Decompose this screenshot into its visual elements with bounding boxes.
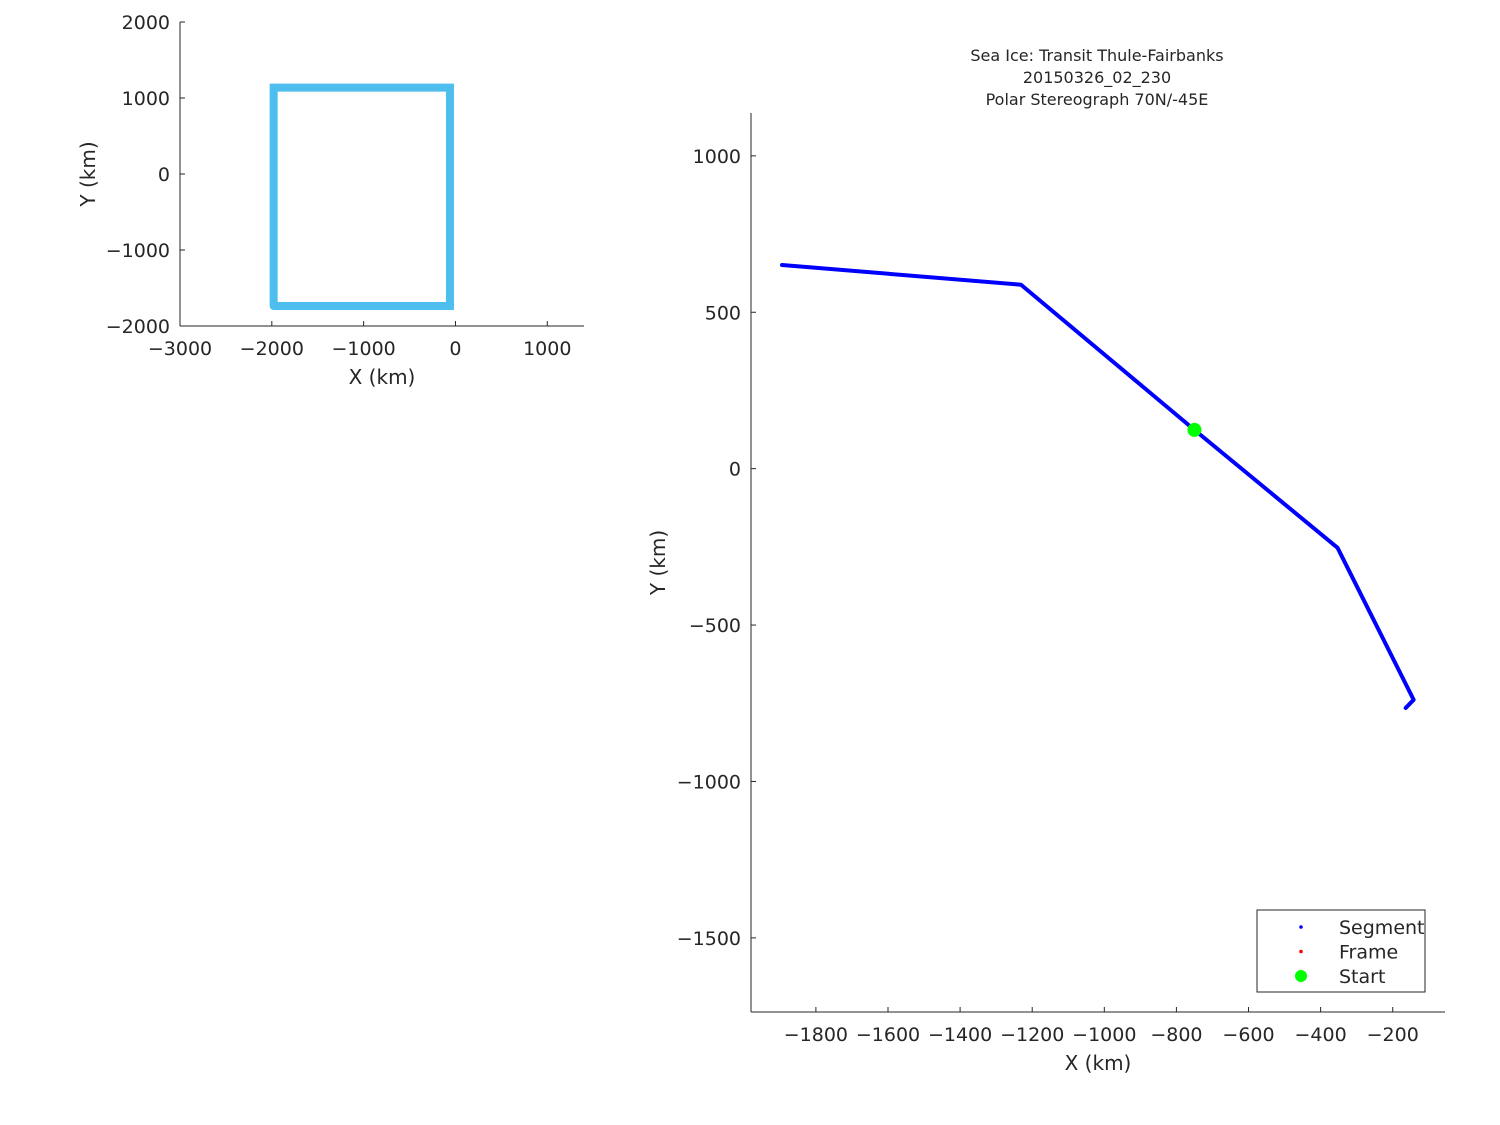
x-tick-label: −1800 [784, 1024, 848, 1046]
legend-marker-segment [1299, 925, 1303, 929]
legend-label-start: Start [1339, 966, 1385, 988]
y-tick-label: 0 [158, 164, 170, 186]
legend-label-frame: Frame [1339, 942, 1398, 964]
y-axis-label: Y (km) [76, 141, 100, 207]
x-tick-label: 1000 [523, 338, 571, 360]
x-tick-label: −1400 [928, 1024, 992, 1046]
x-tick-label: −800 [1150, 1024, 1202, 1046]
y-tick-label: 1000 [693, 146, 741, 168]
y-tick-label: −1000 [106, 240, 170, 262]
start-marker [1187, 422, 1202, 437]
legend-box [1256, 909, 1426, 993]
chart-2: −1800 −1600 −1400 −1200 −1000 −800 −600 −400 −20… [646, 46, 1445, 1075]
x-tick-label: −1000 [331, 338, 395, 360]
chart-title-line: Polar Stereograph 70N/-45E [986, 90, 1209, 109]
y-tick-label: −1500 [677, 928, 741, 950]
x-tick-label: −600 [1222, 1024, 1274, 1046]
y-tick-label: 1000 [122, 88, 170, 110]
y-tick-label: 500 [705, 302, 741, 324]
x-tick-label: −2000 [240, 338, 304, 360]
chart-title-line: 20150326_02_230 [1023, 68, 1171, 88]
segment-line [780, 263, 1416, 710]
x-axis-label: X (km) [1065, 1051, 1132, 1075]
x-axis-label: X (km) [349, 365, 416, 389]
x-tick-label: −200 [1367, 1024, 1419, 1046]
bounds-rectangle [269, 83, 454, 311]
chart-title-line: Sea Ice: Transit Thule-Fairbanks [970, 46, 1223, 65]
legend-marker-frame [1299, 949, 1303, 954]
x-tick-label: −1000 [1072, 1024, 1136, 1046]
x-tick-label: −1200 [1000, 1024, 1064, 1046]
legend-label-segment: Segment [1339, 917, 1425, 939]
y-tick-label: 2000 [122, 12, 170, 34]
x-tick-label: 0 [449, 338, 461, 360]
y-tick-label: −1000 [677, 771, 741, 793]
y-tick-label: −2000 [106, 316, 170, 338]
x-tick-label: −400 [1295, 1024, 1347, 1046]
y-tick-label: −500 [689, 615, 741, 637]
chart-1: −3000 −2000 −1000 0 1000−2000−1000010002000X… [76, 12, 584, 389]
y-axis-label: Y (km) [646, 530, 670, 596]
legend-marker-start [1295, 970, 1307, 982]
y-tick-label: 0 [729, 459, 741, 481]
x-tick-label: −1600 [856, 1024, 920, 1046]
x-tick-label: −3000 [148, 338, 212, 360]
